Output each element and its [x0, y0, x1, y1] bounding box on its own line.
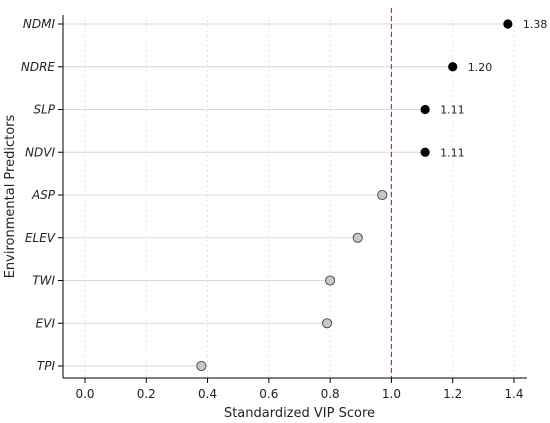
data-label: 1.20 [468, 61, 493, 74]
x-tick-label: 1.0 [382, 387, 401, 401]
value-labels: 1.38 1.20 1.11 1.11 [440, 18, 547, 159]
y-tick-label: TWI [32, 274, 55, 288]
x-tick-label: 0.4 [198, 387, 217, 401]
y-tick-label: ASP [31, 188, 56, 202]
point [420, 147, 430, 157]
point [352, 232, 363, 243]
x-axis-title: Standardized VIP Score [224, 406, 375, 421]
y-axis-title: Environmental Predictors [3, 114, 18, 278]
axes [62, 15, 527, 379]
point [377, 189, 388, 201]
x-tick-label: 0.0 [75, 387, 94, 401]
y-tick-label: NDVI [25, 145, 55, 159]
point [503, 19, 513, 29]
point [448, 62, 458, 72]
y-tick-label: NDMI [23, 17, 56, 31]
y-tick-label: EVI [36, 316, 56, 330]
y-tick-label: NDRE [21, 60, 56, 74]
data-label: 1.38 [523, 18, 548, 31]
x-tick-label: 1.4 [504, 387, 523, 401]
point [322, 318, 333, 329]
data-label: 1.11 [440, 146, 465, 159]
y-tick-label: SLP [33, 103, 55, 117]
point [325, 275, 336, 286]
stems [63, 23, 508, 367]
point [420, 104, 430, 115]
x-tick-label: 1.2 [443, 387, 462, 401]
y-tick-label: ELEV [25, 231, 56, 245]
x-tick-label: 0.2 [137, 387, 156, 401]
data-label: 1.11 [440, 104, 465, 117]
x-ticks: 0.0 0.2 0.4 0.6 0.8 1.0 1.2 1.4 [75, 378, 524, 401]
y-tick-label: TPI [37, 359, 56, 373]
y-ticks: NDMI NDRE SLP NDVI ASP ELEV TWI EVI TPI [21, 17, 63, 373]
x-tick-label: 0.8 [321, 387, 340, 401]
points [196, 19, 513, 372]
point [196, 360, 207, 372]
x-tick-label: 0.6 [259, 387, 278, 401]
